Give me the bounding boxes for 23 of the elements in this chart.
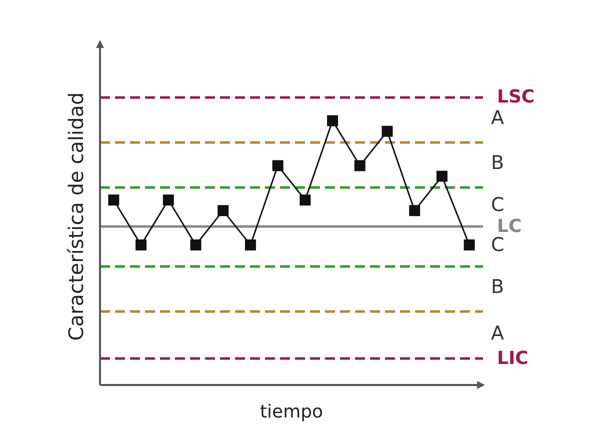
point xyxy=(162,194,174,206)
y-axis-title: Característica de calidad xyxy=(64,92,88,341)
point xyxy=(409,205,420,216)
point xyxy=(382,126,393,137)
point xyxy=(244,239,256,250)
point xyxy=(464,239,475,250)
point xyxy=(190,239,202,250)
point xyxy=(354,160,366,172)
point xyxy=(108,194,120,206)
text: C xyxy=(491,194,504,216)
point xyxy=(218,205,229,216)
ref-line-label: LSC xyxy=(497,86,535,108)
text: B xyxy=(491,152,504,174)
x-axis-title: tiempo xyxy=(260,402,324,422)
text: A xyxy=(491,322,504,344)
point xyxy=(272,160,284,172)
ref-line-label: LIC xyxy=(497,348,528,370)
point xyxy=(327,115,338,126)
text: A xyxy=(491,106,504,129)
point xyxy=(300,194,311,206)
text: B xyxy=(491,276,504,298)
point xyxy=(136,239,147,250)
point xyxy=(436,170,448,182)
